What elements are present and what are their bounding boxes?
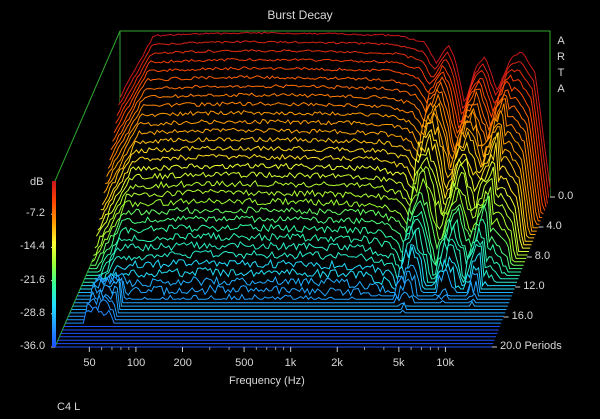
back-wall-frame (120, 30, 551, 197)
decay-trace (103, 111, 536, 235)
brand-letter: R (557, 51, 565, 63)
x-axis-label: Frequency (Hz) (229, 375, 305, 387)
color-scale-bar (52, 181, 56, 347)
decay-trace (71, 284, 507, 310)
decay-trace (101, 120, 535, 239)
chart-title: Burst Decay (267, 8, 333, 22)
x-tick-label: 50 (83, 357, 96, 369)
decay-trace (93, 170, 527, 259)
decay-trace (100, 128, 533, 242)
y-tick-label: -28.8 (20, 306, 46, 319)
decay-trace (72, 277, 508, 307)
decay-trace (66, 299, 503, 321)
decay-trace (91, 177, 525, 263)
y-tick-label: -14.4 (20, 240, 46, 253)
decay-trace (81, 243, 516, 288)
decay-trace (75, 274, 511, 301)
y-tick-label: -7.2 (26, 207, 45, 220)
decay-trace (69, 287, 506, 314)
z-tick-label: 20.0 Periods (500, 340, 562, 352)
decay-trace (94, 165, 528, 256)
decay-trace (65, 306, 502, 324)
db-unit-label: dB (30, 176, 44, 188)
x-tick-label: 2k (331, 357, 343, 369)
decay-trace (80, 246, 515, 290)
y-tick-label: -36.0 (20, 340, 46, 352)
decay-trace (119, 31, 551, 188)
x-tick-label: 200 (173, 357, 192, 369)
z-tick-label: 4.0 (546, 220, 562, 232)
decay-trace (68, 293, 504, 317)
y-tick-label: -21.6 (20, 273, 46, 286)
brand-letter: T (557, 67, 565, 79)
decay-trace (109, 88, 541, 222)
brand-letter: A (557, 35, 565, 47)
trace-mask (75, 275, 511, 300)
decay-trace (110, 81, 543, 218)
x-tick-label: 10k (436, 357, 455, 369)
z-tick-label: 16.0 (511, 310, 534, 322)
x-tick-label: 500 (235, 357, 254, 369)
decay-trace (97, 147, 531, 249)
z-tick-label: 12.0 (523, 280, 545, 292)
decay-trace (116, 49, 548, 204)
decay-trace (113, 66, 546, 211)
decay-trace (106, 102, 539, 229)
decay-trace (86, 218, 520, 277)
decay-trace (115, 57, 547, 208)
decay-trace (87, 210, 521, 273)
z-tick-label: 0.0 (558, 190, 574, 202)
trace-mask (65, 307, 502, 324)
decay-trace (74, 277, 510, 304)
z-tick-label: 8.0 (534, 250, 551, 262)
decay-trace (77, 270, 512, 297)
channel-label: C4 L (57, 401, 81, 413)
decay-trace (84, 225, 519, 281)
decay-trace (118, 40, 550, 198)
decay-trace (112, 75, 544, 215)
decay-trace (107, 93, 540, 225)
decay-trace (95, 156, 529, 252)
brand-label: A R T A (556, 33, 566, 97)
decay-trace (105, 106, 537, 232)
brand-letter: A (557, 83, 565, 95)
decay-trace (90, 191, 524, 266)
x-tick-label: 5k (392, 357, 405, 369)
x-tick-label: 100 (126, 357, 146, 369)
x-tick-label: 1k (284, 357, 297, 369)
decay-trace (78, 264, 514, 294)
